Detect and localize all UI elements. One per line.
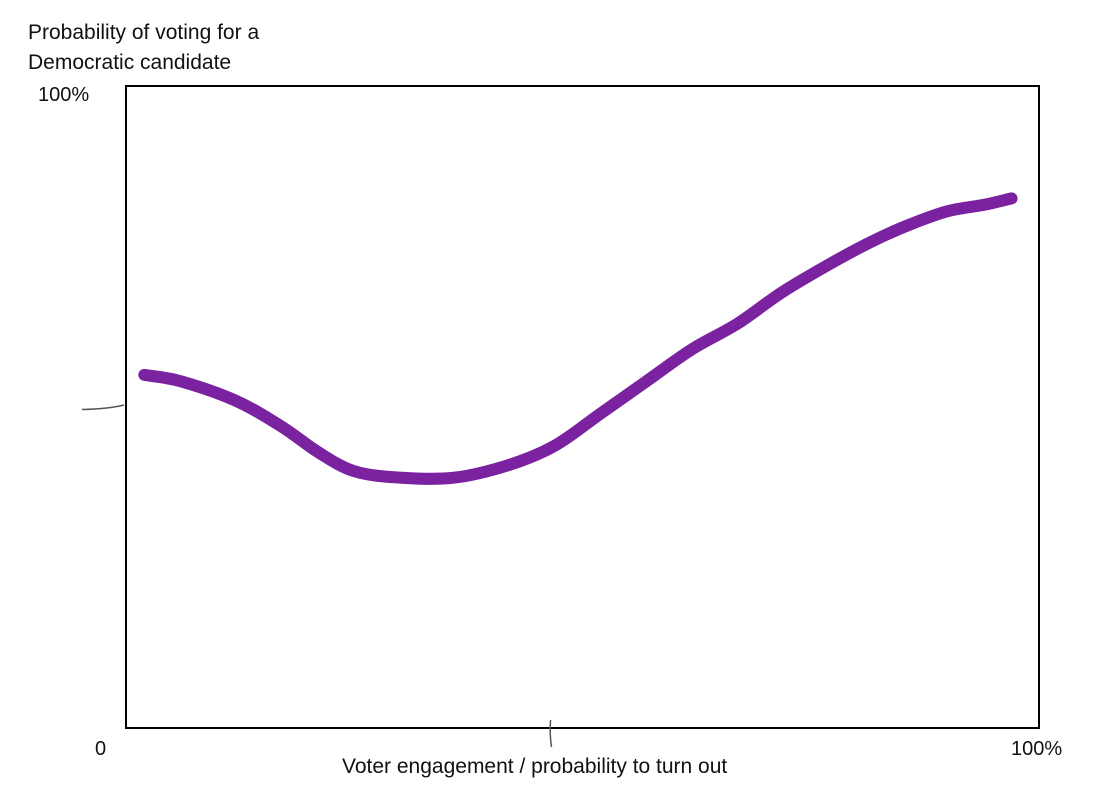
- x-axis-title: Voter engagement / probability to turn o…: [342, 755, 728, 778]
- x-tick-label-max: 100%: [1011, 738, 1063, 760]
- plot-frame: [125, 85, 1040, 729]
- x-tick-label-min: 0: [95, 738, 107, 760]
- y-tick-label-max: 100%: [38, 84, 90, 106]
- y-axis-title: Probability of voting for a Democratic c…: [28, 21, 260, 74]
- x-axis-hand-tick: [549, 719, 553, 748]
- series-line-0: [138, 192, 1018, 485]
- y-axis-hand-tick: [81, 404, 125, 411]
